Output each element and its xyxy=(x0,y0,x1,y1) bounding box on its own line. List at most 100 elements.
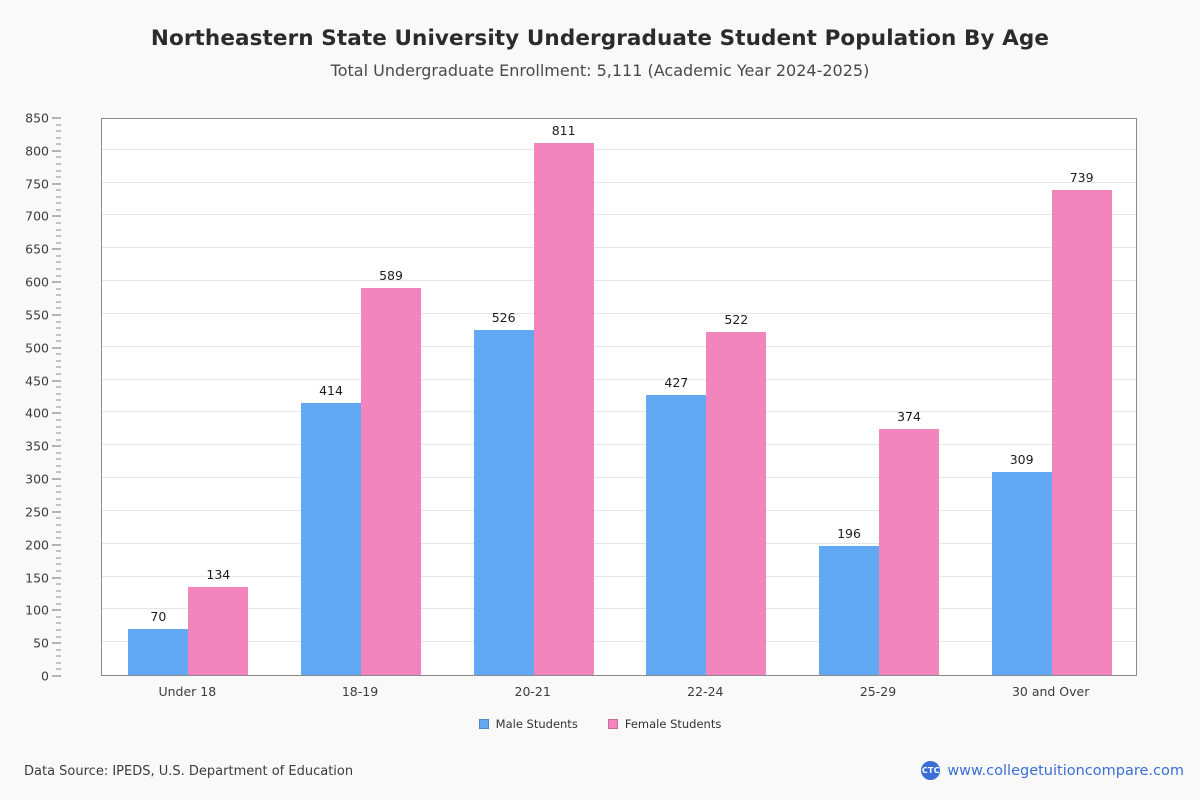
y-tick-minor xyxy=(56,163,61,165)
y-tick-major xyxy=(52,183,61,185)
y-tick-minor xyxy=(56,261,61,263)
gridline xyxy=(102,148,1136,150)
y-tick-major xyxy=(52,380,61,382)
gridline xyxy=(102,312,1136,314)
y-tick-minor xyxy=(56,603,61,605)
y-axis-label: 50 xyxy=(33,635,49,651)
bar-male[interactable] xyxy=(646,394,707,675)
y-tick-minor xyxy=(56,550,61,552)
y-tick-minor xyxy=(56,636,61,638)
chart-subtitle: Total Undergraduate Enrollment: 5,111 (A… xyxy=(330,61,870,80)
x-axis-label: 25-29 xyxy=(859,684,897,699)
y-axis-label: 400 xyxy=(25,405,49,421)
bar-male[interactable] xyxy=(128,629,189,675)
y-tick-minor xyxy=(56,590,61,592)
gridline xyxy=(102,247,1136,249)
y-tick-minor xyxy=(56,255,61,257)
brand-url-label: www.collegetuitioncompare.com xyxy=(947,762,1184,779)
y-tick-minor xyxy=(56,321,61,322)
y-tick-minor xyxy=(56,176,61,178)
legend-item-male[interactable]: Male Students xyxy=(478,717,578,731)
y-tick-minor xyxy=(56,242,61,244)
y-tick-minor xyxy=(56,209,61,211)
y-tick-minor xyxy=(56,202,61,204)
y-tick-major xyxy=(52,675,61,677)
y-tick-minor xyxy=(56,596,61,598)
y-axis-label: 200 xyxy=(25,537,49,553)
bar-male[interactable] xyxy=(991,472,1052,675)
x-axis-label: 20-21 xyxy=(514,684,551,699)
y-tick-minor xyxy=(56,531,61,533)
bar-female[interactable] xyxy=(1051,189,1112,675)
bar-male[interactable] xyxy=(819,546,879,675)
y-tick-minor xyxy=(56,471,61,473)
y-tick-minor xyxy=(56,570,61,572)
y-axis-label: 300 xyxy=(25,471,49,487)
y-tick-minor xyxy=(56,393,61,395)
bar-female[interactable] xyxy=(879,429,939,675)
bar-female[interactable] xyxy=(533,142,594,675)
y-tick-minor xyxy=(56,485,61,487)
y-tick-major xyxy=(52,314,61,316)
bar-value-label: 739 xyxy=(1069,169,1094,185)
y-tick-minor xyxy=(56,386,61,388)
y-tick-minor xyxy=(56,629,61,631)
bar-value-label: 589 xyxy=(379,268,403,284)
gridline xyxy=(102,214,1136,216)
y-tick-minor xyxy=(56,196,61,198)
y-axis-label: 850 xyxy=(25,110,49,126)
gridline xyxy=(102,509,1136,511)
gridline xyxy=(102,575,1136,577)
y-tick-minor xyxy=(56,583,61,585)
y-tick-major xyxy=(52,248,61,250)
y-tick-major xyxy=(52,215,61,217)
y-tick-minor xyxy=(56,327,61,329)
y-axis-label: 550 xyxy=(25,307,49,323)
y-tick-minor xyxy=(56,229,61,231)
y-tick-minor xyxy=(56,366,61,368)
gridline xyxy=(102,411,1136,413)
legend-item-female[interactable]: Female Students xyxy=(607,717,721,731)
y-tick-minor xyxy=(56,622,61,624)
y-tick-minor xyxy=(56,458,61,460)
y-axis-label: 100 xyxy=(25,602,49,618)
ctc-logo-icon: CTC xyxy=(921,761,941,780)
gridline xyxy=(102,641,1136,643)
bar-value-label: 134 xyxy=(206,567,231,583)
bar-value-label: 522 xyxy=(724,312,749,328)
y-tick-major xyxy=(52,347,61,349)
x-axis-label: 18-19 xyxy=(341,684,379,699)
y-tick-minor xyxy=(56,307,61,309)
y-tick-minor xyxy=(56,143,61,145)
y-tick-minor xyxy=(56,649,61,651)
y-tick-major xyxy=(52,150,61,152)
y-tick-minor xyxy=(56,662,61,664)
y-tick-minor xyxy=(56,498,61,500)
bar-female[interactable] xyxy=(361,288,421,675)
bar-value-label: 309 xyxy=(1009,452,1034,468)
y-tick-minor xyxy=(56,353,61,355)
y-tick-minor xyxy=(56,288,61,290)
y-tick-major xyxy=(52,117,61,119)
plot-area: 70 134 414 589 526 811 427 522 196 374 309 739 xyxy=(101,118,1137,676)
y-axis-label: 700 xyxy=(25,208,49,224)
y-axis-label: 600 xyxy=(25,274,49,290)
bar-male[interactable] xyxy=(473,329,534,675)
bar-male[interactable] xyxy=(301,403,361,675)
y-tick-minor xyxy=(56,491,61,493)
legend-label: Male Students xyxy=(495,717,578,731)
y-tick-minor xyxy=(56,170,61,172)
y-tick-minor xyxy=(56,504,61,506)
x-axis-label: 30 and Over xyxy=(1011,684,1090,699)
y-tick-minor xyxy=(56,294,61,296)
y-tick-minor xyxy=(56,275,61,277)
y-tick-major xyxy=(52,445,61,447)
y-axis-label: 450 xyxy=(25,373,49,389)
x-axis-label: Under 18 xyxy=(158,684,217,699)
brand-link[interactable]: CTC www.collegetuitioncompare.com xyxy=(921,761,1184,780)
gridline xyxy=(102,542,1136,544)
bar-female[interactable] xyxy=(706,332,767,675)
bar-female[interactable] xyxy=(188,587,249,675)
bar-group-container: 70 134 414 589 526 811 427 522 196 374 309 739 xyxy=(102,119,1136,675)
